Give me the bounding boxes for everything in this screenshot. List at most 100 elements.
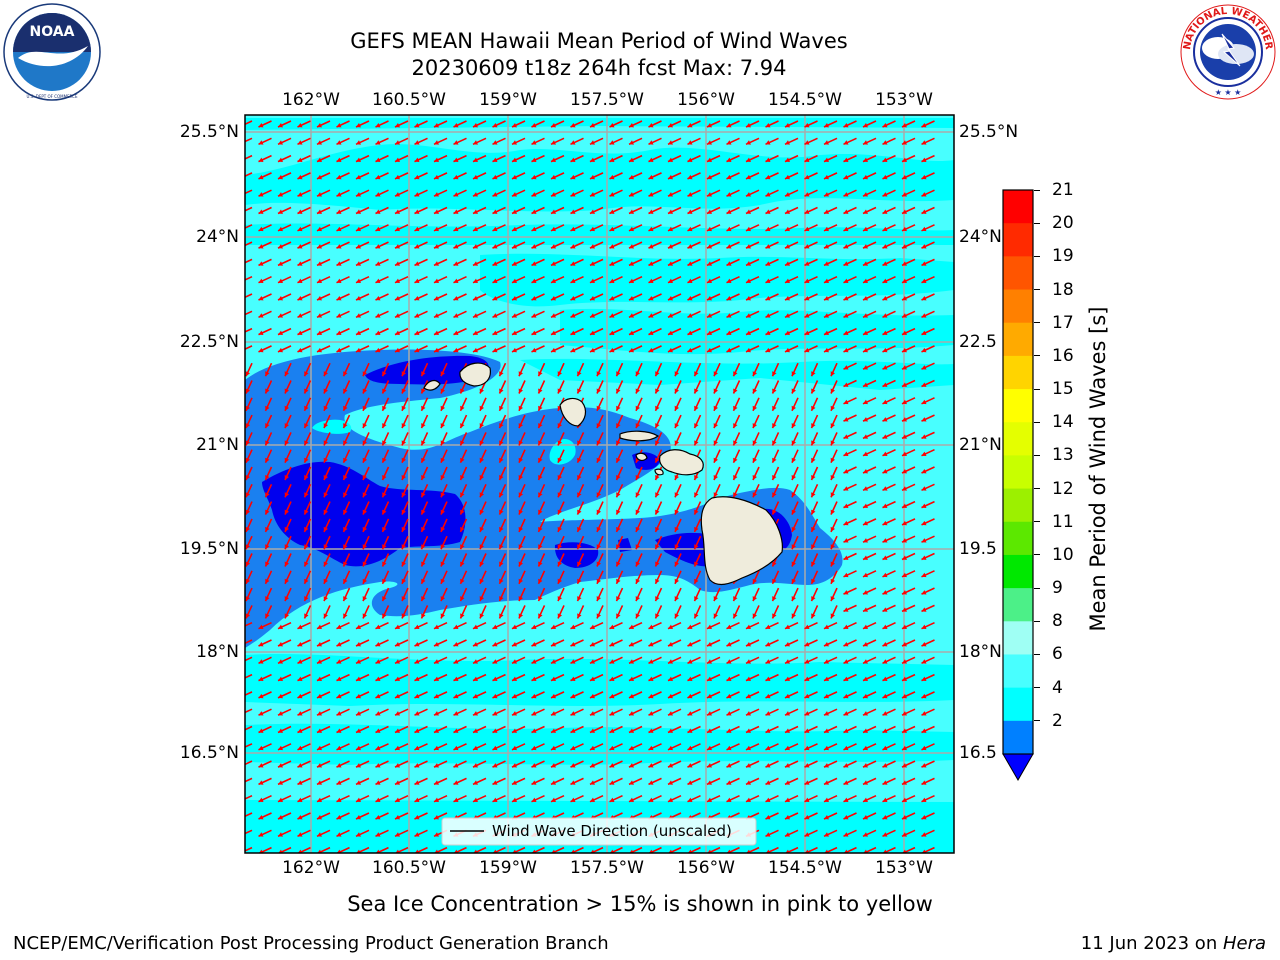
wind-wave-arrow-head: [492, 347, 498, 353]
wind-wave-arrow-head: [616, 544, 621, 550]
wind-wave-arrow-head: [460, 561, 465, 567]
wind-wave-arrow-head: [863, 676, 868, 681]
wind-wave-arrow-head: [609, 711, 615, 716]
wind-wave-arrow-head: [297, 226, 303, 232]
wind-wave-arrow-head: [258, 797, 264, 803]
wind-wave-arrow-head: [245, 423, 251, 429]
wind-wave-arrow-head: [687, 192, 693, 197]
wind-wave-arrow-head: [453, 157, 459, 162]
wind-wave-arrow-head: [414, 347, 420, 353]
wind-wave-arrow-head: [531, 122, 537, 128]
wind-wave-arrow-head: [629, 122, 634, 128]
wind-wave-arrow-head: [440, 492, 446, 498]
wind-wave-arrow-head: [336, 261, 342, 266]
wind-wave-arrow-head: [551, 347, 556, 353]
wind-wave-arrow-head: [772, 613, 777, 619]
footer-left: NCEP/EMC/Verification Post Processing Pr…: [13, 933, 609, 954]
wind-wave-arrow-head: [304, 405, 309, 411]
wind-wave-arrow-head: [479, 457, 485, 463]
wind-wave-arrow-head: [375, 780, 381, 785]
wind-wave-arrow-head: [473, 763, 478, 768]
wind-wave-arrow-head: [902, 434, 907, 439]
wind-wave-arrow-head: [811, 578, 816, 584]
wind-wave-arrow-head: [830, 371, 836, 377]
wind-wave-arrow-head: [804, 226, 810, 232]
wind-wave-arrow-head: [863, 486, 868, 491]
wind-wave-arrow-head: [395, 174, 400, 180]
wind-wave-arrow-head: [421, 578, 426, 584]
wind-wave-arrow-head: [382, 561, 387, 567]
wind-wave-arrow-head: [687, 209, 693, 214]
wind-wave-arrow-head: [902, 728, 907, 733]
wind-wave-arrow-head: [336, 711, 342, 716]
wind-wave-arrow-head: [635, 613, 641, 619]
wind-wave-arrow-head: [538, 492, 543, 498]
wind-wave-arrow-head: [882, 399, 888, 405]
wind-wave-arrow-head: [863, 763, 868, 768]
wind-wave-arrow-head: [362, 440, 368, 446]
wind-wave-arrow-head: [343, 440, 348, 446]
wind-wave-arrow-head: [746, 849, 751, 853]
wind-wave-arrow-head: [752, 440, 758, 446]
wind-wave-arrow-head: [453, 174, 459, 180]
wind-wave-arrow-head: [317, 763, 322, 768]
wind-wave-arrow-head: [772, 509, 777, 515]
wind-wave-arrow-head: [882, 468, 888, 474]
wind-wave-arrow-head: [785, 763, 790, 768]
colorbar-tick-mark: [1034, 255, 1040, 257]
wind-wave-arrow-head: [317, 797, 322, 803]
wind-wave-arrow-head: [499, 371, 504, 377]
wind-wave-arrow-head: [882, 607, 888, 612]
wind-wave-arrow-head: [811, 509, 816, 515]
wind-wave-arrow-head: [902, 503, 907, 508]
wind-wave-arrow-head: [902, 572, 907, 578]
wind-wave-arrow-head: [336, 832, 342, 837]
wind-wave-arrow-head: [882, 745, 888, 751]
wind-wave-arrow-head: [752, 405, 758, 411]
wind-wave-arrow-head: [785, 278, 790, 284]
wind-wave-arrow-head: [557, 613, 563, 619]
wind-wave-arrow-head: [882, 313, 888, 318]
wind-wave-arrow-head: [804, 209, 810, 214]
wind-wave-arrow-head: [902, 140, 907, 145]
wind-wave-arrow-head: [304, 578, 309, 584]
wind-wave-arrow-head: [258, 209, 264, 214]
wind-wave-arrow-head: [830, 509, 836, 515]
wind-wave-arrow-head: [694, 596, 699, 602]
wind-wave-arrow-head: [726, 676, 732, 681]
wind-wave-arrow-head: [635, 457, 641, 463]
wind-wave-arrow-head: [473, 140, 478, 145]
colorbar-tick-label: 2: [1052, 710, 1063, 731]
wind-wave-arrow-head: [648, 157, 654, 162]
wind-wave-arrow-head: [570, 157, 576, 162]
wind-wave-arrow-head: [609, 693, 615, 699]
wind-wave-arrow-head: [499, 509, 504, 515]
colorbar-tick-label: 15: [1052, 379, 1074, 400]
wind-wave-arrow-head: [323, 423, 329, 429]
wind-wave-arrow-head: [785, 814, 790, 820]
wind-wave-arrow-head: [317, 728, 322, 733]
wind-wave-arrow-head: [492, 797, 498, 803]
wind-wave-arrow-head: [668, 693, 673, 699]
lat-label-right-7: 16.5: [959, 743, 997, 763]
wind-wave-arrow-head: [551, 226, 556, 232]
wind-wave-arrow-head: [479, 423, 485, 429]
wind-wave-arrow-head: [440, 578, 446, 584]
wind-wave-arrow-head: [375, 745, 381, 751]
wind-wave-arrow-head: [297, 174, 303, 180]
wind-wave-arrow-head: [843, 434, 849, 439]
wind-wave-arrow-head: [453, 763, 459, 768]
wind-wave-arrow-head: [726, 728, 732, 733]
wind-wave-arrow-head: [824, 780, 829, 785]
wind-wave-arrow-head: [557, 440, 563, 446]
wind-wave-arrow-head: [375, 261, 381, 266]
wind-wave-arrow-head: [473, 330, 478, 335]
wind-wave-arrow-head: [596, 423, 602, 429]
lat-label-left-1: 25.5°N: [179, 122, 239, 142]
wind-wave-arrow-head: [239, 331, 244, 335]
wind-wave-arrow-head: [707, 711, 712, 716]
wind-wave-arrow-head: [356, 849, 361, 853]
wind-wave-arrow-head: [824, 676, 829, 681]
hawaiian-islands: [423, 362, 783, 586]
wind-wave-arrow-head: [336, 140, 342, 145]
